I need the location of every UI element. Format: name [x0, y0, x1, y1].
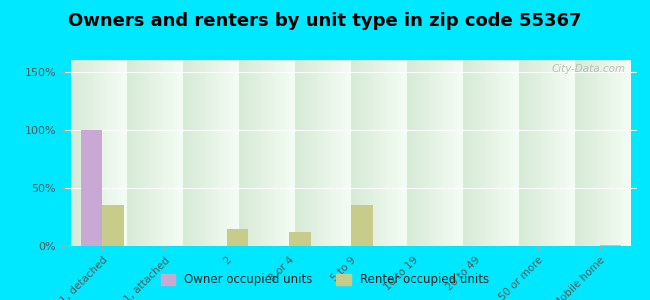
Bar	[102, 205, 124, 246]
Text: City-Data.com: City-Data.com	[551, 64, 625, 74]
Bar	[289, 232, 311, 246]
Bar	[351, 205, 372, 246]
Bar	[227, 229, 248, 246]
Bar	[600, 245, 621, 246]
Legend: Owner occupied units, Renter occupied units: Owner occupied units, Renter occupied un…	[156, 269, 494, 291]
Text: Owners and renters by unit type in zip code 55367: Owners and renters by unit type in zip c…	[68, 12, 582, 30]
Bar	[81, 130, 102, 246]
